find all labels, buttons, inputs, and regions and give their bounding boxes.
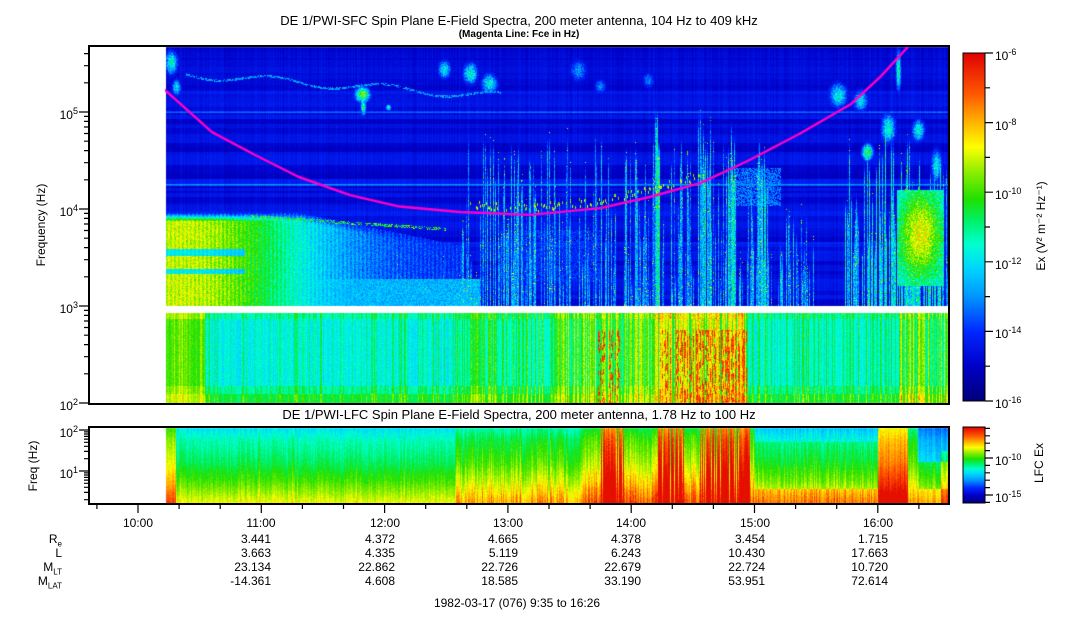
ephemeris-value: 72.614 <box>851 574 888 588</box>
ephemeris-value: 22.724 <box>728 560 765 574</box>
sfc-colorbar-tick-label: 10-12 <box>995 256 1022 272</box>
hour-label: 15:00 <box>739 516 771 530</box>
ephemeris-value: 10.720 <box>851 560 888 574</box>
sfc-y-tick-label: 102 <box>59 397 78 413</box>
sfc-y-tick-label: 104 <box>59 203 78 219</box>
lfc-y-tick-label: 102 <box>59 424 78 440</box>
ephemeris-value: 4.372 <box>364 532 395 546</box>
ephemeris-value: -14.361 <box>230 574 271 588</box>
ephemeris-value: 18.585 <box>481 574 518 588</box>
sfc-colorbar-tick-label: 10-8 <box>995 117 1017 133</box>
ephemeris-value: 17.663 <box>851 546 888 560</box>
ephemeris-value: 4.335 <box>364 546 395 560</box>
ephemeris-row-label: L <box>55 546 62 560</box>
ephemeris-row-label: MLT <box>43 560 62 577</box>
footer-date: 1982-03-17 (076) 9:35 to 16:26 <box>433 596 601 610</box>
ephemeris-value: 53.951 <box>728 574 765 588</box>
sfc-colorbar-label: Ex (V² m⁻² Hz⁻¹) <box>1034 181 1048 271</box>
ephemeris-value: 22.726 <box>481 560 518 574</box>
hour-label: 16:00 <box>862 516 894 530</box>
ephemeris-value: 1.715 <box>857 532 888 546</box>
ephemeris-value: 33.190 <box>604 574 641 588</box>
sfc-subtitle: (Magenta Line: Fce in Hz) <box>458 29 580 40</box>
sfc-colorbar-tick-label: 10-16 <box>995 395 1022 411</box>
hour-label: 11:00 <box>246 516 276 530</box>
ephemeris-value: 4.665 <box>487 532 518 546</box>
ephemeris-value: 6.243 <box>610 546 641 560</box>
sfc-y-tick-label: 103 <box>59 300 78 316</box>
lfc-colorbar-tick-label: 10-15 <box>995 489 1022 505</box>
hour-label: 13:00 <box>492 516 524 530</box>
hour-label: 14:00 <box>615 516 647 530</box>
lfc-colorbar-label: LFC Ex <box>1032 443 1046 484</box>
ephemeris-row-label: Re <box>48 532 62 549</box>
ephemeris-value: 22.679 <box>604 560 641 574</box>
hour-label: 10:00 <box>122 516 154 530</box>
sfc-colorbar-tick-label: 10-14 <box>995 325 1022 341</box>
ephemeris-value: 3.441 <box>240 532 271 546</box>
ephemeris-value: 22.862 <box>358 560 395 574</box>
ephemeris-row-label: MLAT <box>37 574 62 591</box>
lfc-title: DE 1/PWI-LFC Spin Plane E-Field Spectra,… <box>282 407 756 422</box>
sfc-title: DE 1/PWI-SFC Spin Plane E-Field Spectra,… <box>280 13 758 28</box>
ephemeris-value: 4.378 <box>610 532 641 546</box>
ephemeris-value: 5.119 <box>488 546 518 560</box>
ephemeris-value: 10.430 <box>728 546 765 560</box>
hour-label: 12:00 <box>369 516 401 530</box>
ephemeris-value: 3.663 <box>240 546 271 560</box>
ephemeris-value: 3.454 <box>734 532 765 546</box>
lfc-y-tick-label: 101 <box>59 465 78 481</box>
sfc-y-tick-label: 105 <box>59 106 78 122</box>
sfc-colorbar-tick-label: 10-10 <box>995 186 1022 202</box>
ephemeris-value: 4.608 <box>364 574 395 588</box>
ephemeris-value: 23.134 <box>234 560 271 574</box>
lfc-colorbar-tick-label: 10-10 <box>995 452 1022 468</box>
sfc-colorbar-tick-label: 10-6 <box>995 47 1017 63</box>
